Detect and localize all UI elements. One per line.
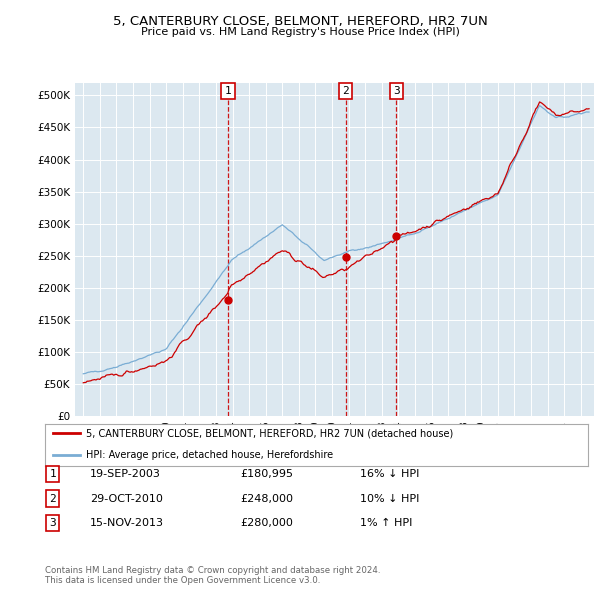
Text: Price paid vs. HM Land Registry's House Price Index (HPI): Price paid vs. HM Land Registry's House … <box>140 27 460 37</box>
Text: £280,000: £280,000 <box>240 518 293 527</box>
Text: 10% ↓ HPI: 10% ↓ HPI <box>360 494 419 503</box>
Text: HPI: Average price, detached house, Herefordshire: HPI: Average price, detached house, Here… <box>86 451 333 460</box>
Text: Contains HM Land Registry data © Crown copyright and database right 2024.
This d: Contains HM Land Registry data © Crown c… <box>45 566 380 585</box>
Text: 1: 1 <box>224 86 231 96</box>
Text: 3: 3 <box>49 518 56 527</box>
Text: 15-NOV-2013: 15-NOV-2013 <box>90 518 164 527</box>
Text: £248,000: £248,000 <box>240 494 293 503</box>
Text: 3: 3 <box>393 86 400 96</box>
Text: 19-SEP-2003: 19-SEP-2003 <box>90 470 161 479</box>
Text: 16% ↓ HPI: 16% ↓ HPI <box>360 470 419 479</box>
Text: £180,995: £180,995 <box>240 470 293 479</box>
Text: 2: 2 <box>343 86 349 96</box>
Text: 1% ↑ HPI: 1% ↑ HPI <box>360 518 412 527</box>
Text: 1: 1 <box>49 470 56 479</box>
Text: 5, CANTERBURY CLOSE, BELMONT, HEREFORD, HR2 7UN: 5, CANTERBURY CLOSE, BELMONT, HEREFORD, … <box>113 15 487 28</box>
Text: 2: 2 <box>49 494 56 503</box>
Text: 29-OCT-2010: 29-OCT-2010 <box>90 494 163 503</box>
Text: 5, CANTERBURY CLOSE, BELMONT, HEREFORD, HR2 7UN (detached house): 5, CANTERBURY CLOSE, BELMONT, HEREFORD, … <box>86 428 453 438</box>
